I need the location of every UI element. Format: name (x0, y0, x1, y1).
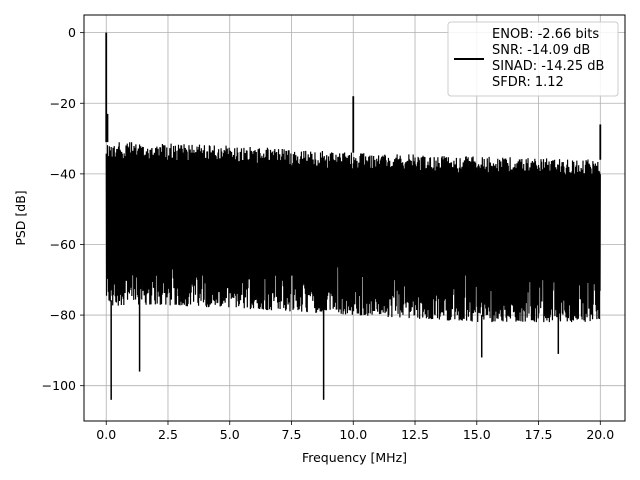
x-tick-label: 0.0 (96, 427, 116, 442)
legend-sinad: SINAD: -14.25 dB (492, 59, 604, 74)
plot-frame (83, 14, 626, 422)
x-tick-label: 2.5 (158, 427, 178, 442)
y-tick-label: −80 (50, 308, 76, 323)
y-tick-label: 0 (68, 25, 76, 40)
legend-box (447, 21, 619, 97)
x-tick-label: 5.0 (220, 427, 240, 442)
legend-enob: ENOB: -2.66 bits (492, 27, 599, 42)
legend-snr: SNR: -14.09 dB (492, 43, 590, 58)
x-tick-label: 15.0 (463, 427, 491, 442)
x-axis-label: Frequency [MHz] (302, 450, 407, 465)
legend-sfdr: SFDR: 1.12 (492, 75, 564, 90)
y-tick-label: −60 (50, 237, 76, 252)
y-tick-label: −20 (50, 96, 76, 111)
x-tick-label: 20.0 (586, 427, 614, 442)
x-tick-label: 10.0 (339, 427, 367, 442)
y-axis-label: PSD [dB] (13, 190, 28, 245)
x-tick-label: 17.5 (525, 427, 553, 442)
y-tick-label: −100 (42, 378, 76, 393)
y-axis-ticks: 0 −20 −40 −60 −80 −100 (42, 25, 84, 393)
x-tick-label: 12.5 (401, 427, 429, 442)
legend: ENOB: -2.66 bits SNR: -14.09 dB SINAD: -… (447, 21, 619, 97)
x-axis-ticks: 0.0 2.5 5.0 7.5 10.0 12.5 15.0 17.5 20.0 (96, 421, 614, 442)
psd-trace (105, 142, 601, 323)
y-tick-label: −40 (50, 166, 76, 181)
psd-series (105, 32, 602, 400)
x-tick-label: 7.5 (282, 427, 302, 442)
